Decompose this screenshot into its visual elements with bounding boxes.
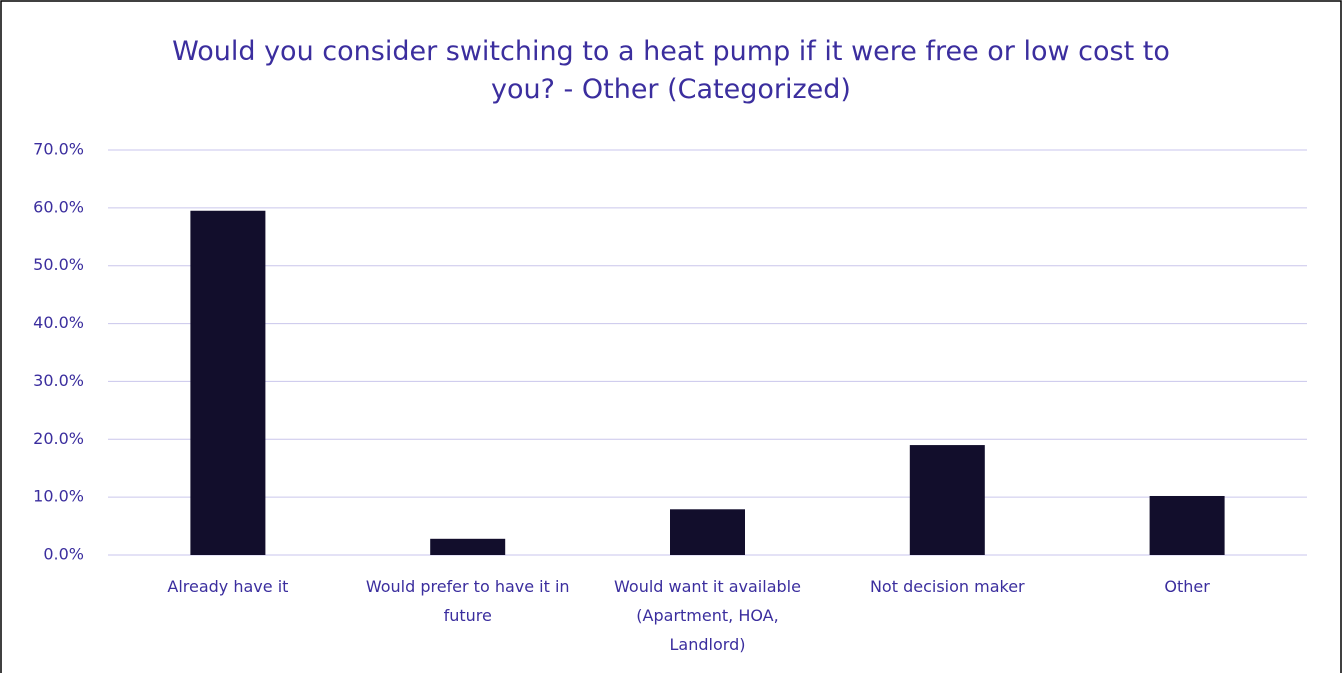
y-tick-label: 30.0%	[33, 371, 84, 390]
x-tick-label: Would prefer to have it in future	[366, 577, 570, 625]
y-tick-label: 60.0%	[33, 197, 84, 216]
bar	[1149, 495, 1225, 555]
x-tick-label: Would want it available (Apartment, HOA, L…	[614, 577, 801, 654]
y-tick-label: 70.0%	[33, 140, 84, 159]
x-tick-label: Not decision maker	[870, 577, 1025, 596]
x-tick-label: Other	[1164, 577, 1210, 596]
y-tick-label: 50.0%	[33, 255, 84, 274]
y-tick-label: 10.0%	[33, 487, 84, 506]
x-tick-label: Already have it	[167, 577, 288, 596]
bar	[190, 210, 266, 555]
chart-title: Would you consider switching to a heat p…	[172, 36, 1170, 105]
y-tick-label: 40.0%	[33, 313, 84, 332]
y-tick-label: 20.0%	[33, 429, 84, 448]
bar	[909, 445, 985, 555]
bar	[430, 538, 506, 555]
y-tick-label: 0.0%	[43, 545, 84, 564]
bar	[670, 509, 745, 555]
